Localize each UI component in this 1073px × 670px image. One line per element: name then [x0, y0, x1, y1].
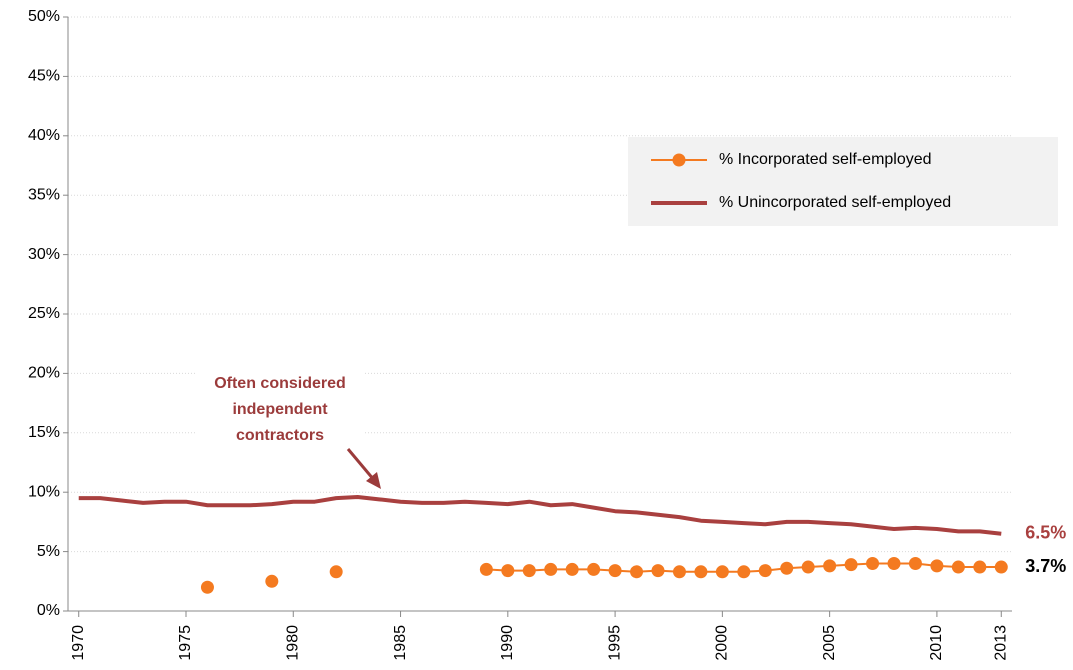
- data-point: [844, 558, 858, 572]
- annotation-arrowhead: [366, 472, 381, 489]
- x-tick-label: 2013: [992, 625, 1009, 661]
- x-tick-label: 2010: [928, 625, 945, 661]
- annotation: Often considered: [214, 375, 346, 392]
- y-tick-label: 30%: [28, 246, 60, 263]
- legend: % Incorporated self-employed % Unincorpor…: [628, 137, 1058, 226]
- data-point: [565, 562, 579, 576]
- y-tick-label: 25%: [28, 305, 60, 322]
- x-tick-label: 2000: [714, 625, 731, 661]
- data-point: [866, 556, 880, 570]
- legend-marker: [672, 153, 686, 167]
- data-point: [694, 565, 708, 579]
- legend-box: [628, 137, 1058, 226]
- data-point: [329, 565, 343, 579]
- y-tick-label: 15%: [28, 424, 60, 441]
- x-tick-label: 1990: [499, 625, 516, 661]
- x-tick-label: 1995: [606, 625, 623, 661]
- data-point: [823, 559, 837, 573]
- data-point: [630, 565, 644, 579]
- series-line: [78, 494, 1002, 536]
- data-point: [265, 574, 279, 588]
- data-point: [200, 580, 214, 594]
- y-tick-label: 5%: [37, 543, 60, 560]
- y-tick-label: 45%: [28, 68, 60, 85]
- data-point: [930, 559, 944, 573]
- data-point: [887, 556, 901, 570]
- y-tick-label: 0%: [37, 602, 60, 619]
- legend-label: % Incorporated self-employed: [719, 151, 932, 168]
- data-point: [587, 562, 601, 576]
- y-tick-label: 35%: [28, 186, 60, 203]
- annotation-arrow: [346, 448, 376, 481]
- data-point: [501, 564, 515, 578]
- data-point: [608, 564, 622, 578]
- data-point: [715, 565, 729, 579]
- x-tick-label: 1970: [70, 625, 87, 661]
- data-point: [801, 560, 815, 574]
- y-tick-label: 20%: [28, 365, 60, 382]
- y-tick-label: 50%: [28, 8, 60, 25]
- legend-label: % Unincorporated self-employed: [719, 194, 951, 211]
- y-tick-label: 40%: [28, 127, 60, 144]
- annotation: independent: [232, 401, 328, 418]
- data-label: 6.5%: [1025, 523, 1066, 543]
- data-point: [994, 560, 1008, 574]
- data-point: [479, 562, 493, 576]
- data-point: [651, 564, 665, 578]
- data-point: [951, 560, 965, 574]
- data-point: [758, 564, 772, 578]
- x-tick-label: 2005: [821, 625, 838, 661]
- x-tick-label: 1980: [284, 625, 301, 661]
- data-label: 3.7%: [1025, 556, 1066, 576]
- annotation: contractors: [236, 427, 324, 444]
- x-tick-label: 1985: [392, 625, 409, 661]
- data-point: [672, 565, 686, 579]
- y-tick-label: 10%: [28, 483, 60, 500]
- data-point: [780, 561, 794, 575]
- data-point: [522, 564, 536, 578]
- data-point: [908, 556, 922, 570]
- annotation-bg: [196, 372, 364, 458]
- x-tick-label: 1975: [177, 625, 194, 661]
- data-point: [737, 565, 751, 579]
- data-point: [544, 562, 558, 576]
- data-point: [973, 560, 987, 574]
